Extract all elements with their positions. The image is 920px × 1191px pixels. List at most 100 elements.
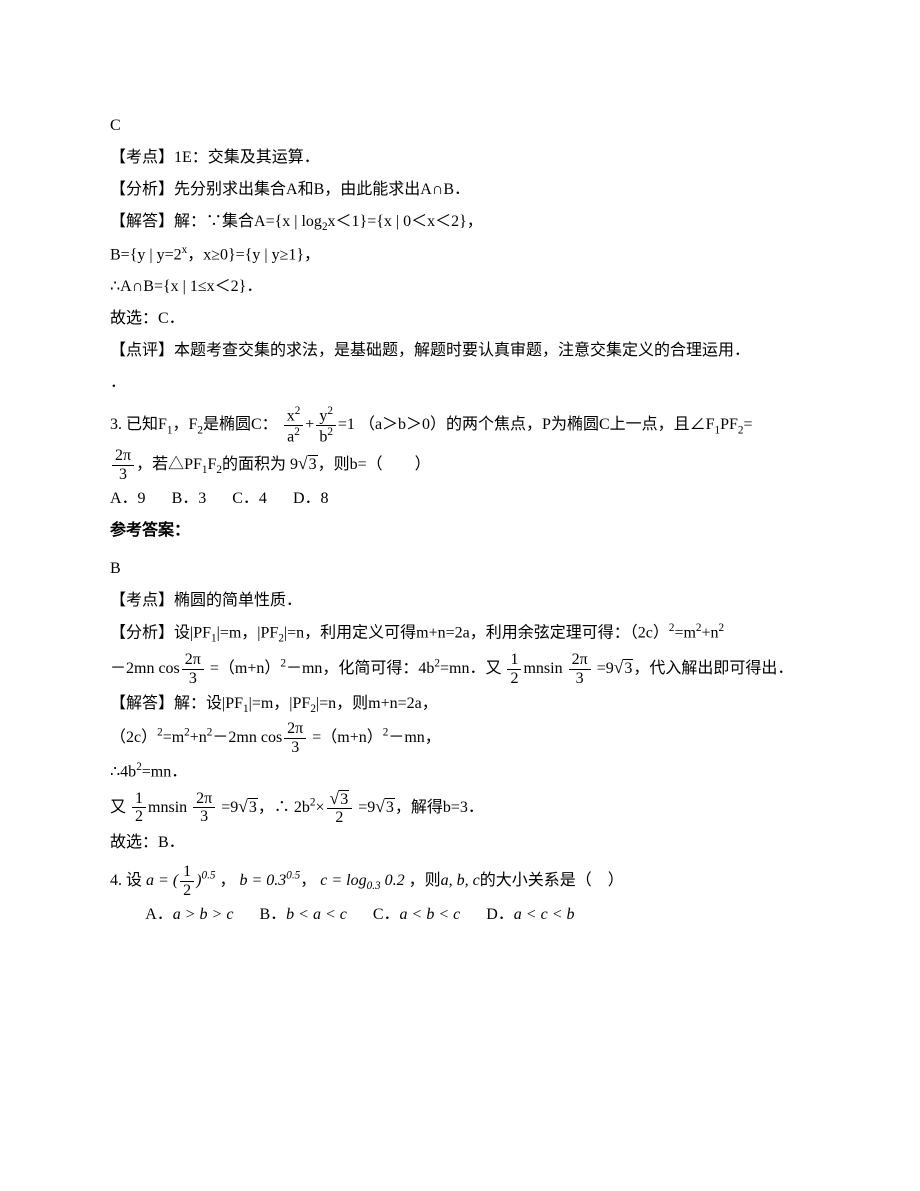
a-expr: a = (12)0.5 [146,872,219,889]
t: 的大小关系是（ ） [480,872,624,889]
t: mnsin [148,799,187,816]
n: x [287,407,295,424]
expr: b < a < c [286,906,347,923]
t: c = log [320,872,366,889]
t: （a＞b＞0）的两个焦点，P为椭圆C上一点，且∠F [359,416,715,433]
aeq: a = [146,872,169,889]
t: |=n，利用定义可得m+n=2a，利用余弦定理可得：（2c） [284,625,669,642]
q3-fenxi-1: 【分析】设|PF1|=m，|PF2|=n，利用定义可得m+n=2a，利用余弦定理… [110,617,810,650]
t: －mn， [388,729,440,746]
q3-stem-line2: 2π 3 ，若△PF1F2的面积为 9√3，则b=（ ） [110,446,810,483]
n: 2π [182,651,204,670]
abc: a, b, c [441,872,480,889]
t: ，则b=（ ） [318,456,431,473]
radical-icon: √ [614,657,624,677]
angle-frac: 2π 3 [112,447,134,483]
sqrt-9r3: 9√3 [290,446,318,481]
half: 12 [132,790,146,826]
t: b = 0.3 [239,872,286,889]
eq1: =1 [338,416,355,433]
sq: 2 [327,426,333,438]
comma: ， [219,872,235,889]
t: |=n，则m+n=2a， [316,695,438,712]
t: ，∴ [258,799,290,816]
t: （2c） [110,729,157,746]
dp-text: 本题考查交集的求法，是基础题，解题时要认真审题，注意交集定义的合理运用． [174,342,750,359]
t: B={y | y=2 [110,246,182,263]
t: =m [674,625,695,642]
q2-jieda-4: 故选：C． [110,303,810,335]
t: 又 [110,799,126,816]
radical-icon: √ [238,796,248,816]
t: ∴4b [110,764,136,781]
d: 3 [569,670,591,688]
ellipse-term1: x2 a2 [284,405,304,446]
lbl: B． [259,906,286,923]
q2-jieda-1: 【解答】解：∵集合A={x | log2x＜1}={x | 0＜x＜2}， [110,206,810,239]
kd-label: 【考点】 [110,592,174,609]
t: =mn． [142,764,187,781]
t: －2mn [110,660,154,677]
comma: ， [300,872,316,889]
t: mnsin [523,660,562,677]
fx-text: 先分别求出集合A和B，由此能求出A∩B． [174,181,470,198]
n: 2π [112,447,134,466]
sq: 2 [327,405,333,417]
q3-jieda-4: 又 12mnsin 2π3 =9√3，∴ 2b2×√32 =9√3，解得b=3． [110,789,810,827]
q4-options: A．a > b > c B．b < a < c C．a < b < c D．a … [110,899,810,931]
q3-options: A．9 B．3 C．4 D．8 [110,483,810,515]
n: 1 [132,790,146,809]
d: 2 [327,809,353,827]
fx-label: 【分析】 [110,625,174,642]
t: +n [702,625,719,642]
t: ，解得b=3． [395,799,484,816]
q3-opt-d: D．8 [293,483,329,515]
sq: 2 [295,405,301,417]
exp: 0.5 [286,870,300,882]
n: 1 [507,651,521,670]
q3-stem-line1: 3. 已知F1，F2是椭圆C： x2 a2 + y2 b2 =1 （a＞b＞0）… [110,405,810,446]
t: =9 [221,799,238,816]
q2-dianping-end: ． [110,367,810,399]
jd-label: 【解答】 [110,213,174,230]
t: 解：∵集合A={x | log [174,213,322,230]
t: ，x≥0}={y | y≥1}， [187,246,320,263]
q2-kaodian: 【考点】1E：交集及其运算． [110,142,810,174]
coef: 9 [290,456,298,473]
ellipse-term2: y2 b2 [316,405,336,446]
q3-jieda-1: 【解答】解：设|PF1|=m，|PF2|=n，则m+n=2a， [110,688,810,721]
q3-num: 3. [110,416,122,433]
sqrt3: √3 [614,650,634,685]
q4-opt-d: D．a < c < b [486,899,574,931]
t: |=m，|PF [249,695,311,712]
cos-arg: 2π3 [182,651,204,687]
r3over2: √32 [327,789,353,827]
expr: a < b < c [400,906,461,923]
t: ，若△PF [136,456,202,473]
q3-jieda-5: 故选：B． [110,827,810,859]
q3-fenxi-2: －2mn cos2π3 =（m+n）2－mn，化简可得：4b2=mn．又 12m… [110,650,810,687]
cos: cos [261,729,282,746]
rad: 3 [248,798,258,816]
t: 的面积为 [222,456,286,473]
q2-fenxi: 【分析】先分别求出集合A和B，由此能求出A∩B． [110,174,810,206]
q3-ref-label: 参考答案： [110,515,810,547]
rad: 3 [339,790,349,808]
d: 2 [507,670,521,688]
lbl: A． [145,906,173,923]
t: 设 [126,872,142,889]
radical-icon: √ [375,796,385,816]
t: =9 [358,799,375,816]
lbl: C． [373,906,400,923]
t: PF [720,416,738,433]
kd-text: 椭圆的简单性质． [174,592,302,609]
kd-text: 1E：交集及其运算． [174,149,320,166]
base: 0.3 [367,880,381,892]
q4-opt-c: C．a < b < c [373,899,460,931]
sq: 2 [294,426,300,438]
t: x＜1}={x | 0＜x＜2}， [328,213,483,230]
q2-jieda-3: ∴A∩B={x | 1≤x＜2}． [110,271,810,303]
dp-label: 【点评】 [110,342,174,359]
jd-label: 【解答】 [110,695,174,712]
q4-opt-a: A．a > b > c [145,899,233,931]
